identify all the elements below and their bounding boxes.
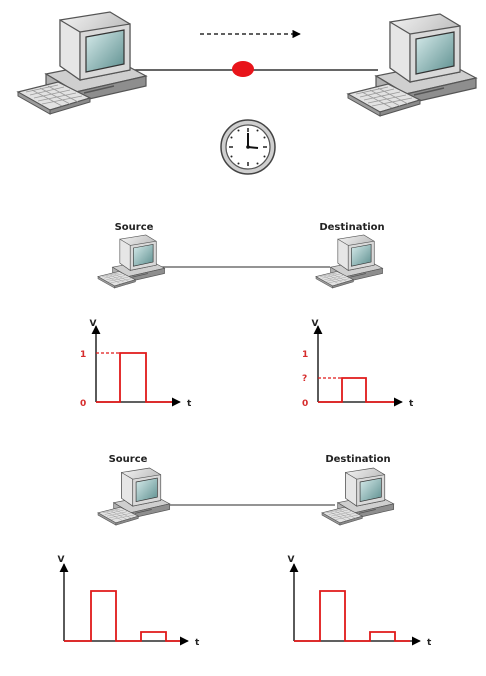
- mid-dst-x-label: t: [409, 399, 414, 409]
- middle-source-computer-icon: [97, 234, 165, 289]
- bot-dst-x-label: t: [427, 638, 432, 648]
- bot-src-x-label: t: [195, 638, 200, 648]
- bot-src-y-label: V: [58, 555, 65, 565]
- mid-dst-y-label: V: [312, 319, 319, 329]
- mid-src-tick-1: 1: [80, 350, 86, 360]
- bot-src-signal-trace: [64, 590, 180, 642]
- bottom-destination-label: Destination: [325, 454, 390, 465]
- middle-destination-plot: V t 1 ? 0: [302, 319, 414, 409]
- top-scene: [17, 11, 477, 175]
- mid-dst-signal-trace: [318, 377, 394, 403]
- mid-src-tick-0: 0: [80, 399, 86, 409]
- mid-src-y-label: V: [90, 319, 97, 329]
- signal-dot: [232, 61, 254, 77]
- mid-dst-tick-1: 1: [302, 350, 308, 360]
- top-right-computer-icon: [347, 13, 477, 117]
- middle-source-plot: V t 1 0: [80, 319, 192, 409]
- mid-src-signal-trace: [96, 352, 172, 403]
- bottom-scene: Source Destination V t V t: [58, 454, 432, 648]
- bot-dst-signal-trace: [294, 590, 410, 642]
- bottom-source-computer-icon: [97, 467, 171, 526]
- mid-dst-tick-0: 0: [302, 399, 308, 409]
- bot-dst-y-label: V: [288, 555, 295, 565]
- middle-scene: Source Destination V t 1 0 V t 1 ? 0: [80, 222, 414, 409]
- bottom-source-label: Source: [109, 454, 148, 465]
- clock-icon: [220, 119, 276, 175]
- mid-dst-tick-q: ?: [302, 374, 307, 384]
- middle-source-label: Source: [115, 222, 154, 233]
- bottom-destination-plot: V t: [288, 555, 432, 648]
- middle-destination-label: Destination: [319, 222, 384, 233]
- bottom-source-plot: V t: [58, 555, 200, 648]
- top-left-computer-icon: [17, 11, 147, 115]
- middle-destination-computer-icon: [315, 234, 383, 289]
- mid-src-x-label: t: [187, 399, 192, 409]
- bottom-destination-computer-icon: [321, 467, 395, 526]
